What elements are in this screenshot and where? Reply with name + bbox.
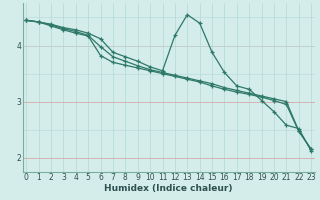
X-axis label: Humidex (Indice chaleur): Humidex (Indice chaleur) — [104, 184, 233, 193]
